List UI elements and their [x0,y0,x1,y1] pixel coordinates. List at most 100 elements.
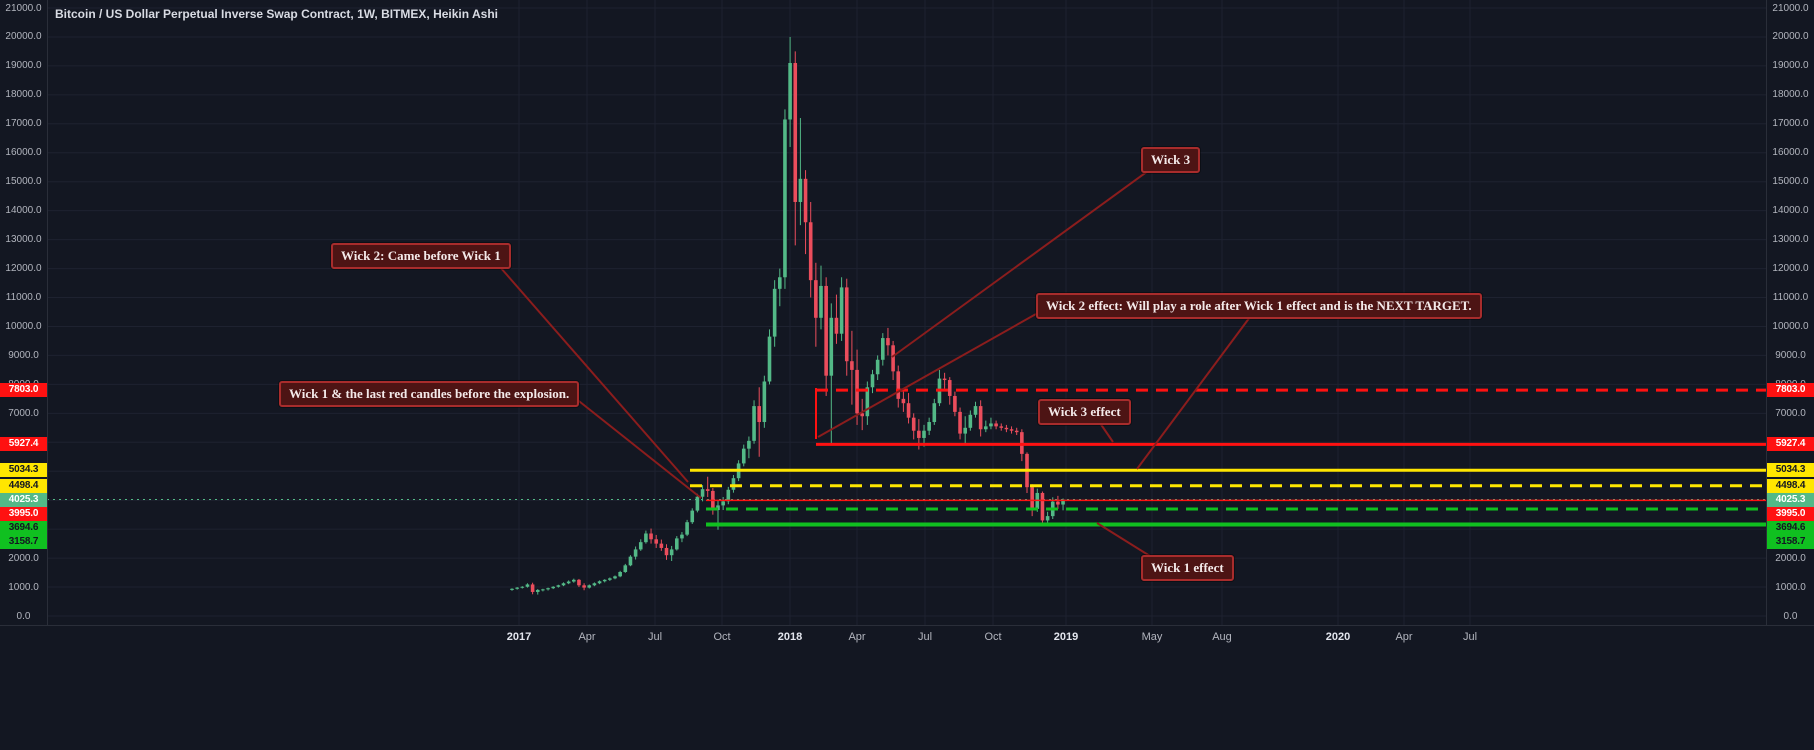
candle-up [927,417,931,436]
candle-body [690,510,695,523]
candle-body [798,178,803,202]
candle-down [1014,427,1019,436]
candle-body [582,585,586,588]
candle-up [535,589,540,595]
callout-connector-line [817,313,1037,438]
candle-body [947,380,952,396]
candle-body [726,489,731,502]
chart-legend[interactable]: Bitcoin / US Dollar Perpetual Inverse Sw… [55,7,498,21]
callout-wick-3[interactable]: Wick 3 [1141,147,1201,173]
candle-up [628,555,633,567]
y-tick-label: 10000.0 [5,320,42,332]
candle-up [690,508,695,524]
candle-body [968,414,973,428]
candle-down [1004,424,1009,433]
candle-down [891,340,895,381]
callout-wick-2[interactable]: Wick 2: Came before Wick 1 [331,243,511,269]
y-tick-label: 16000.0 [1772,147,1809,159]
callout-wick-3-effect[interactable]: Wick 3 effect [1038,399,1131,425]
candle-body [793,63,798,202]
candle-body [963,427,967,434]
candle-down [901,391,906,412]
candle-up [587,584,592,589]
y-tick-label: 21000.0 [5,2,42,14]
y-tick-label: 7000.0 [1775,407,1806,419]
candle-up [783,109,787,289]
candle-body [566,581,571,584]
candle-down [953,391,957,417]
candle-body [551,586,555,589]
candle-body [623,565,628,572]
callout-wick-2-effect[interactable]: Wick 2 effect: Will play a role after Wi… [1036,293,1482,319]
candle-body [829,317,834,376]
callout-connector-line [569,393,702,499]
candle-body [886,338,890,346]
price-axis-right[interactable]: 0.01000.02000.03000.04000.05000.06000.07… [1766,0,1814,625]
candle-down [911,413,916,440]
time-axis[interactable]: 2017 Apr Jul Oct 2018 Apr Jul Oct 2019 May Aug 2020… [0,625,1814,650]
candle-body [767,336,772,382]
candle-body [839,287,844,334]
candle-body [891,345,895,372]
price-badge-right: 5927.4 [1767,437,1814,452]
price-badge-right: 3694.6 [1767,520,1814,535]
candle-up [731,475,736,493]
x-tick-label: Oct [713,631,731,643]
candle-up [819,265,823,330]
price-axis-left[interactable]: 0.01000.02000.03000.04000.05000.06000.07… [0,0,48,625]
candle-body [618,571,622,577]
candle-body [803,178,808,223]
candle-down [530,582,535,595]
candle-down [896,365,901,408]
candles-layer [510,36,1065,595]
candle-up [932,398,937,425]
y-tick-label: 20000.0 [5,31,42,43]
candle-down [711,488,715,515]
x-tick-label: Apr [578,631,596,643]
x-tick-label: May [1141,631,1163,643]
candle-down [906,393,911,424]
callout-wick-1[interactable]: Wick 1 & the last red candles before the… [279,381,580,407]
candle-body [860,413,864,417]
x-tick-label: 2020 [1325,631,1351,643]
candle-up [752,400,756,444]
x-tick-label: 2017 [506,631,532,643]
candle-body [875,359,880,375]
candle-up [968,410,973,431]
candle-body [778,277,782,289]
y-tick-label: 18000.0 [1772,89,1809,101]
candle-body [989,423,993,427]
candle-body [808,222,813,281]
candle-down [942,372,947,389]
candle-up [870,369,875,394]
candle-up [695,493,700,513]
candle-up [638,539,643,551]
y-tick-label: 9000.0 [1775,349,1806,361]
candle-body [772,288,777,337]
candle-body [535,589,540,592]
price-badge-left: 3158.7 [0,534,47,549]
price-badge-left: 7803.0 [0,383,47,398]
candle-up [881,333,885,366]
y-tick-label: 17000.0 [5,118,42,130]
price-badge-left: 5034.3 [0,463,47,478]
x-tick-label: Jul [647,631,663,643]
candle-down [1040,491,1045,525]
candle-body [572,579,576,582]
callout-wick-1-effect[interactable]: Wick 1 effect [1141,555,1234,581]
candle-down [850,330,854,405]
candle-body [700,489,705,497]
candle-up [772,280,777,347]
candle-down [705,476,710,498]
callout-connector-line [891,170,1149,358]
candle-body [602,579,607,582]
y-tick-label: 12000.0 [1772,263,1809,275]
candle-up [669,545,674,561]
candle-body [906,403,911,418]
y-tick-label: 13000.0 [1772,234,1809,246]
candle-body [515,587,519,589]
candle-body [788,63,792,120]
y-tick-label: 16000.0 [5,147,42,159]
